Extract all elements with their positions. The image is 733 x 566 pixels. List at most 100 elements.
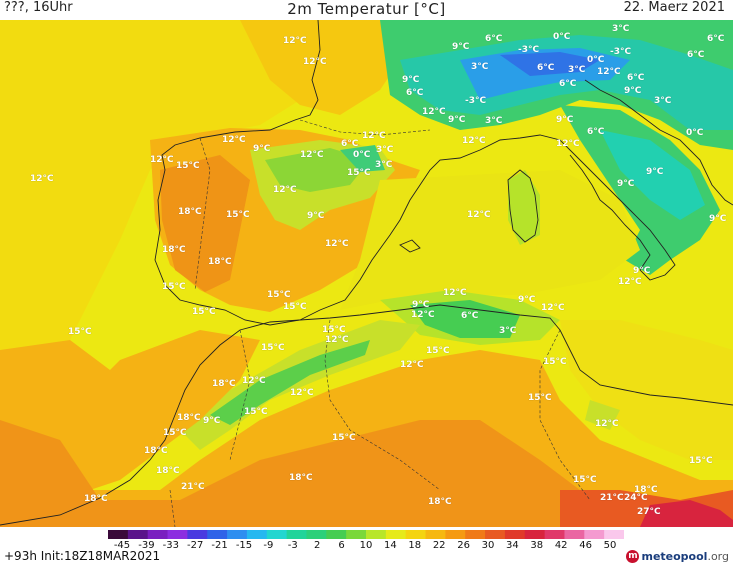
temperature-label: 6°C bbox=[627, 73, 645, 83]
map-title: 2m Temperatur [°C] bbox=[287, 0, 446, 18]
temperature-label: 0°C bbox=[553, 32, 571, 42]
temperature-label: 0°C bbox=[353, 150, 371, 160]
temperature-label: 12°C bbox=[462, 136, 486, 146]
meteopool-logo[interactable]: m meteopool.org bbox=[626, 548, 729, 564]
colorbar-tick-label: -33 bbox=[162, 540, 179, 551]
temperature-label: 15°C bbox=[543, 357, 567, 367]
colorbar-segment bbox=[246, 530, 268, 539]
temperature-label: 15°C bbox=[163, 428, 187, 438]
temperature-label: 9°C bbox=[556, 115, 574, 125]
temperature-label: -3°C bbox=[610, 47, 632, 57]
colorbar-tick-label: -39 bbox=[138, 540, 155, 551]
colorbar-segment bbox=[306, 530, 327, 539]
temperature-label: 18°C bbox=[208, 257, 232, 267]
temperature-zone-sahara-hottest bbox=[640, 500, 733, 527]
colorbar-segment bbox=[445, 530, 466, 539]
temperature-label: 15°C bbox=[192, 307, 216, 317]
temperature-label: 15°C bbox=[267, 290, 291, 300]
temperature-zone-atlas-cold bbox=[210, 340, 370, 425]
temperature-label: 3°C bbox=[654, 96, 672, 106]
temperature-label: 15°C bbox=[68, 327, 92, 337]
temperature-label: 12°C bbox=[595, 419, 619, 429]
colorbar-segment bbox=[524, 530, 546, 539]
colorbar-tick-label: -27 bbox=[187, 540, 204, 551]
temperature-zone-corsica-sardinia bbox=[508, 170, 540, 245]
temperature-zone-iberia-mountains bbox=[265, 148, 370, 192]
temperature-label: 12°C bbox=[541, 303, 565, 313]
temperature-label: 9°C bbox=[617, 179, 635, 189]
temperature-label: 12°C bbox=[618, 277, 642, 287]
temperature-label: 12°C bbox=[242, 376, 266, 386]
temperature-label: 18°C bbox=[212, 379, 236, 389]
colorbar-segment bbox=[147, 530, 169, 539]
temperature-label: 6°C bbox=[707, 34, 725, 44]
colorbar-tick-label: -15 bbox=[235, 540, 253, 551]
temperature-label: 12°C bbox=[300, 150, 324, 160]
temperature-zone-iberia-warm bbox=[160, 155, 250, 292]
colorbar-segment bbox=[326, 530, 347, 539]
temperature-label: 21°C bbox=[181, 482, 205, 492]
temperature-label: 18°C bbox=[634, 485, 658, 495]
temperature-zone-pyrenees-cold bbox=[340, 145, 385, 172]
colorbar-tick-label: 30 bbox=[481, 540, 495, 551]
colorbar-tick-label: 34 bbox=[506, 540, 519, 551]
temperature-label: 18°C bbox=[289, 473, 313, 483]
temperature-zone-alps-coldest bbox=[500, 52, 600, 76]
temperature-label: 15°C bbox=[176, 161, 200, 171]
temperature-label: 12°C bbox=[273, 185, 297, 195]
temperature-field bbox=[0, 20, 733, 527]
colorbar-segment bbox=[385, 530, 407, 539]
logo-suffix: .org bbox=[707, 549, 729, 563]
meteopool-logo-icon: m bbox=[626, 549, 640, 563]
temperature-label: 9°C bbox=[402, 75, 420, 85]
colorbar-tick-label: 50 bbox=[603, 540, 617, 551]
temperature-label: 12°C bbox=[362, 131, 386, 141]
colorbar-segment bbox=[544, 530, 565, 539]
temperature-label: 9°C bbox=[624, 86, 642, 96]
temperature-label: -3°C bbox=[518, 45, 540, 55]
temperature-label: 12°C bbox=[325, 335, 349, 345]
temperature-label: 6°C bbox=[485, 34, 503, 44]
temperature-label: 18°C bbox=[428, 497, 452, 507]
colorbar-tick-label: -21 bbox=[211, 540, 228, 551]
temperature-label: 6°C bbox=[537, 63, 555, 73]
colorbar-segment bbox=[584, 530, 605, 539]
colorbar-tick-label: 38 bbox=[530, 540, 544, 551]
chart-header: ???, 16Uhr 2m Temperatur [°C] 22. Maerz … bbox=[0, 0, 733, 20]
temperature-label: 15°C bbox=[347, 168, 371, 178]
temperature-label: 9°C bbox=[203, 416, 221, 426]
colorbar-tick-label: -45 bbox=[113, 540, 131, 551]
temperature-label: 9°C bbox=[412, 300, 430, 310]
temperature-label: 12°C bbox=[325, 239, 349, 249]
temperature-label: 6°C bbox=[687, 50, 705, 60]
forecast-time-label: ???, 16Uhr bbox=[4, 0, 73, 15]
colorbar-segment bbox=[187, 530, 208, 539]
temperature-label: 3°C bbox=[485, 116, 503, 126]
temperature-map: 12°C 12°C 9°C 6°C -3°C 0°C 3°C 6°C -3°C 6°C 3°C 6°C… bbox=[0, 20, 733, 527]
colorbar-segment bbox=[286, 530, 307, 539]
temperature-label: 12°C bbox=[290, 388, 314, 398]
temperature-label: 9°C bbox=[646, 167, 664, 177]
colorbar-tick-label: 46 bbox=[579, 540, 592, 551]
temperature-label: 3°C bbox=[376, 145, 394, 155]
temperature-label: 0°C bbox=[587, 55, 605, 65]
colorbar-tick-label: 18 bbox=[408, 540, 422, 551]
temperature-label: -3°C bbox=[465, 96, 487, 106]
colorbar-tick-label: -9 bbox=[263, 540, 274, 551]
temperature-label: 9°C bbox=[253, 144, 271, 154]
temperature-label: 3°C bbox=[499, 326, 517, 336]
temperature-label: 12°C bbox=[411, 310, 435, 320]
temperature-label: 3°C bbox=[612, 24, 630, 34]
temperature-colorbar bbox=[108, 530, 624, 539]
temperature-label: 15°C bbox=[244, 407, 268, 417]
temperature-label: 27°C bbox=[637, 507, 661, 517]
temperature-label: 12°C bbox=[303, 57, 327, 67]
temperature-label: 15°C bbox=[322, 325, 346, 335]
temperature-label: 9°C bbox=[518, 295, 536, 305]
temperature-label: 18°C bbox=[84, 494, 108, 504]
temperature-zone-apennines bbox=[600, 130, 705, 220]
logo-text: meteopool bbox=[641, 549, 708, 563]
temperature-zone-atlas-east bbox=[410, 300, 520, 338]
colorbar-segment bbox=[485, 530, 506, 539]
temperature-label: 15°C bbox=[332, 433, 356, 443]
